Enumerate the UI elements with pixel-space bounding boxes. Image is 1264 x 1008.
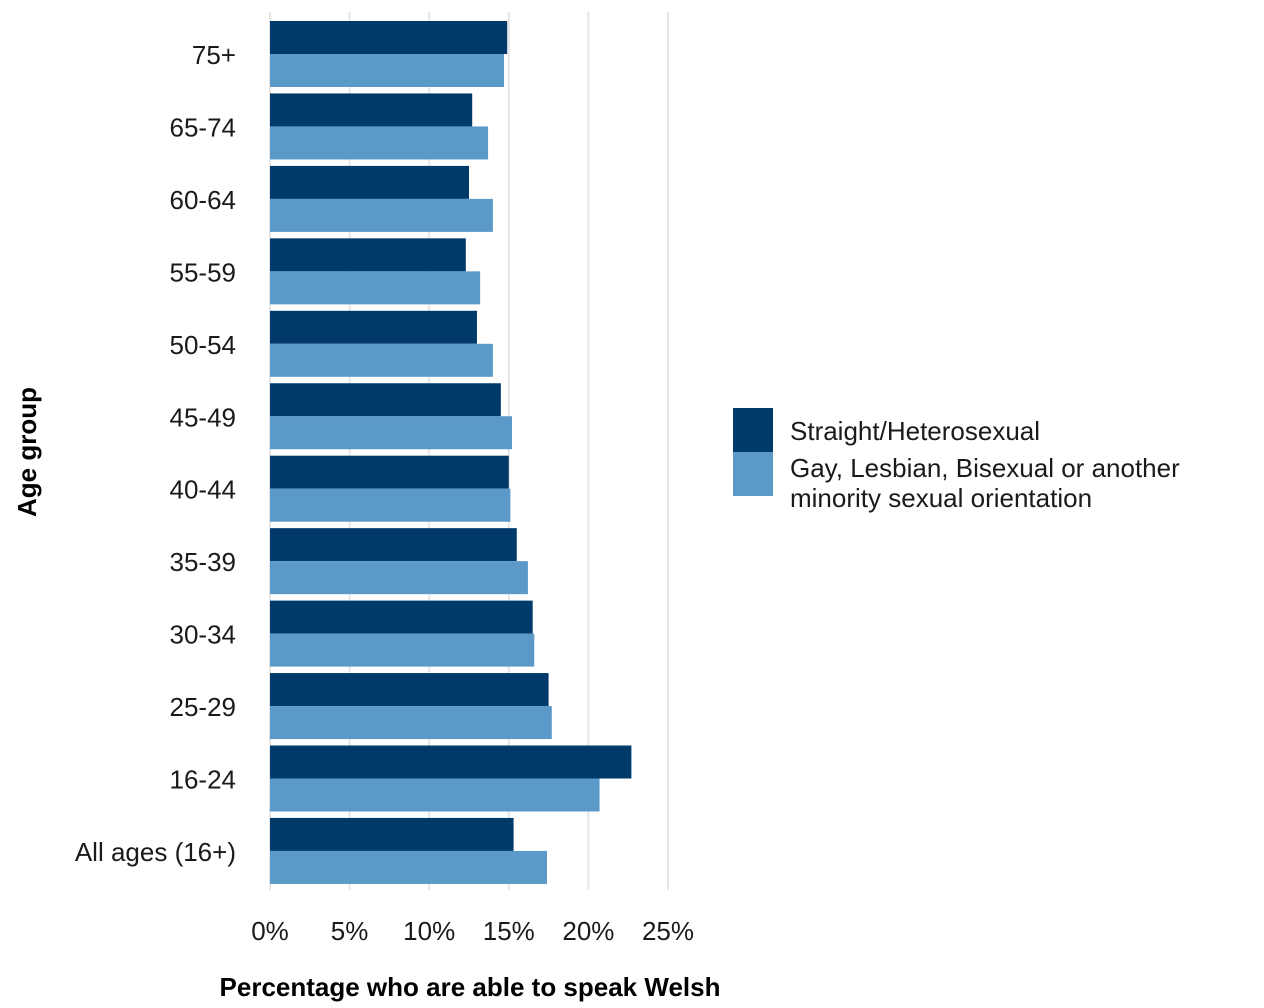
x-tick-label: 25% [642,916,694,946]
bar [270,238,466,272]
x-tick-label: 5% [331,916,369,946]
x-tick-label: 10% [403,916,455,946]
bar [270,93,473,127]
bar [270,850,548,884]
bar [270,271,481,305]
y-tick-label: 45-49 [170,402,237,432]
x-tick-labels: 0% 5% 10% 15% 20% 25% [251,916,694,946]
bars [270,21,632,884]
legend-label: Straight/Heterosexual [790,416,1040,446]
bar [270,528,517,562]
bar [270,416,512,450]
bar [270,383,501,417]
bar [270,488,511,522]
bar [270,633,535,667]
y-tick-label: 50-54 [170,330,237,360]
x-tick-label: 20% [562,916,614,946]
y-tick-label: 60-64 [170,185,237,215]
legend: Straight/Heterosexual Gay, Lesbian, Bisex… [733,408,1180,513]
x-tick-label: 15% [483,916,535,946]
bar [270,778,600,812]
bar [270,54,505,87]
bar [270,745,632,779]
y-tick-label: 16-24 [170,765,237,795]
bar [270,310,477,344]
legend-swatch [733,452,773,496]
legend-label: Gay, Lesbian, Bisexual or another minorit… [790,453,1180,513]
bar [270,126,489,160]
x-tick-label: 0% [251,916,289,946]
bar [270,817,514,851]
y-tick-label: 55-59 [170,257,237,287]
y-tick-labels: 75+ 65-74 60-64 55-59 50-54 45-49 40-44 35-39 30… [75,40,236,867]
y-tick-label: All ages (16+) [75,837,236,867]
legend-swatch [733,408,773,452]
y-tick-label: 75+ [192,40,236,70]
bar [270,343,493,377]
y-tick-label: 30-34 [170,620,237,650]
y-tick-label: 65-74 [170,112,237,142]
bar [270,673,549,707]
y-tick-label: 35-39 [170,547,237,577]
y-tick-label: 40-44 [170,475,237,505]
bar [270,455,509,489]
bar [270,198,493,232]
bar [270,561,528,595]
bar [270,165,469,199]
y-axis-title: Age group [12,387,42,517]
y-tick-label: 25-29 [170,692,237,722]
x-axis-title: Percentage who are able to speak Welsh [220,972,721,1002]
bar [270,600,533,634]
bar [270,21,508,54]
bar [270,706,552,740]
